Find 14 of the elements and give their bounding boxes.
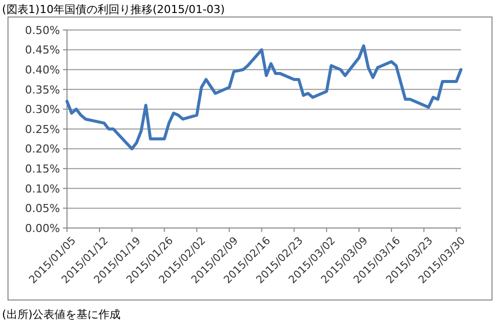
y-tick-label: 0.50% [25,24,60,37]
y-tick-label: 0.20% [25,142,60,156]
chart-title: (図表1)10年国債の利回り推移(2015/01-03) [2,3,225,16]
y-tick-label: 0.10% [25,182,60,196]
y-tick-label: 0.05% [25,202,60,216]
y-tick-label: 0.45% [25,44,60,57]
y-tick-label: 0.15% [25,162,60,176]
text: (出所)公表値を基に作成 [2,308,121,321]
y-tick-label: 0.00% [25,222,60,235]
y-tick-label: 0.30% [25,103,60,116]
y-tick-label: 0.40% [25,63,60,76]
line-series [66,44,462,150]
y-tick-label: 0.25% [25,122,60,136]
y-tick-label: 0.35% [25,83,60,96]
